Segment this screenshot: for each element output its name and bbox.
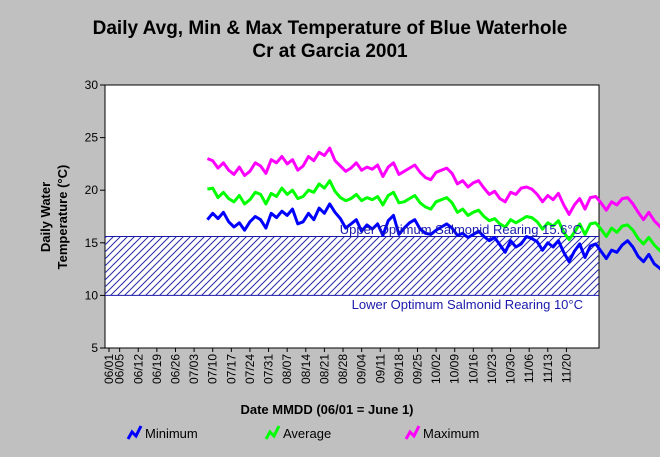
x-tick-label: 10/30 [504, 354, 518, 384]
x-tick-label: 06/26 [168, 354, 182, 384]
lower-reference-label: Lower Optimum Salmonid Rearing 10°C [352, 297, 583, 312]
reference-band-fill [105, 236, 599, 296]
x-tick-label: 10/23 [485, 354, 499, 384]
y-tick-label: 15 [85, 236, 99, 250]
upper-reference-label: Upper Optimum Salmonid Rearing 15.6°C [340, 222, 582, 237]
legend: Minimum Average Maximum [126, 425, 479, 441]
x-tick-label: 06/19 [150, 354, 164, 384]
series-lines [206, 146, 660, 271]
legend-label-maximum: Maximum [423, 426, 479, 441]
y-tick-label: 5 [91, 341, 98, 355]
chart-title-line-1: Daily Avg, Min & Max Temperature of Blue… [93, 18, 568, 39]
x-tick-label: 10/02 [429, 354, 443, 384]
x-tick-label: 11/13 [541, 354, 555, 383]
legend-label-average: Average [283, 426, 331, 441]
y-tick-label: 20 [85, 183, 99, 197]
x-tick-label: 10/09 [448, 354, 462, 384]
x-tick-label: 07/03 [187, 354, 201, 384]
x-tick-label: 07/17 [224, 354, 238, 384]
reference-band [105, 235, 599, 296]
x-tick-label: 08/07 [280, 354, 294, 384]
series-line-maximum [206, 146, 660, 229]
legend-swatch-maximum [404, 425, 421, 440]
x-tick-label: 07/10 [206, 354, 220, 384]
x-tick-label: 08/21 [317, 354, 331, 384]
x-tick-label: 11/20 [559, 354, 573, 383]
y-axis: 5 10 15 20 25 30 [85, 78, 105, 355]
x-axis-title: Date MMDD (06/01 = June 1) [240, 402, 413, 417]
plot-area [104, 84, 600, 349]
x-tick-label: 10/16 [466, 354, 480, 384]
y-axis-title-line-1: Daily Water [38, 182, 53, 252]
x-tick-label: 09/18 [392, 354, 406, 384]
y-axis-title-line-2: Temperature (°C) [55, 165, 70, 270]
x-tick-label: 09/04 [355, 354, 369, 384]
chart-title-line-2: Cr at Garcia 2001 [252, 41, 408, 62]
x-tick-label: 07/24 [243, 354, 257, 384]
legend-label-minimum: Minimum [145, 426, 198, 441]
y-tick-label: 10 [85, 288, 99, 302]
series-line-average [207, 179, 660, 253]
x-tick-label: 06/12 [131, 354, 145, 384]
y-tick-label: 25 [85, 131, 99, 145]
x-tick-label: 06/01 [102, 354, 116, 384]
x-tick-label: 07/31 [262, 354, 276, 384]
x-tick-label: 09/25 [410, 354, 424, 384]
y-tick-label: 30 [85, 78, 99, 92]
x-tick-label: 06/05 [113, 354, 127, 384]
legend-swatch-minimum [126, 425, 143, 440]
x-tick-label: 09/11 [373, 354, 387, 383]
x-tick-label: 08/28 [336, 354, 350, 384]
legend-swatch-average [264, 425, 281, 440]
x-tick-label: 08/14 [299, 354, 313, 384]
series-line-minimum [206, 202, 660, 271]
x-tick-label: 11/06 [522, 354, 536, 383]
